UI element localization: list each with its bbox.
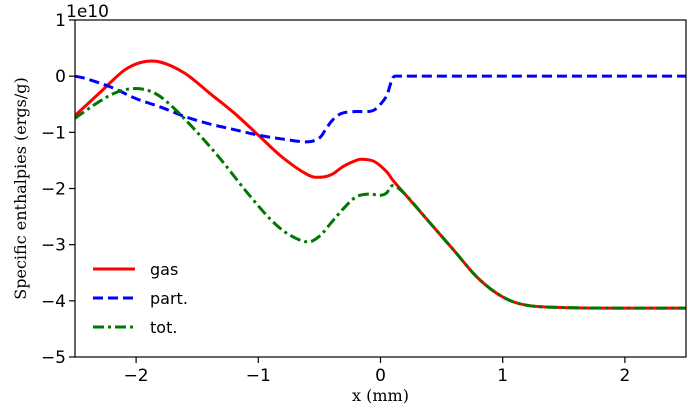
y-tick-label: −1 — [41, 123, 66, 143]
x-tick-label: 0 — [375, 366, 386, 386]
x-tick-label: 2 — [619, 366, 630, 386]
y-tick-label: 1 — [55, 11, 66, 31]
series-line-part — [75, 76, 686, 142]
x-tick-label: −1 — [246, 366, 271, 386]
legend-label: part. — [150, 289, 188, 308]
y-tick-label: −3 — [41, 236, 66, 256]
y-axis-label: Specific enthalpies (ergs/g) — [11, 77, 30, 299]
legend-label: tot. — [150, 318, 177, 337]
y-offset-label: 1e10 — [66, 2, 109, 22]
y-tick-label: −2 — [41, 180, 66, 200]
y-tick-label: −5 — [41, 348, 66, 368]
legend: gas part. tot. — [93, 260, 188, 337]
legend-label: gas — [150, 260, 178, 279]
x-tick-label: −2 — [124, 366, 149, 386]
x-axis-label: x (mm) — [352, 386, 409, 405]
y-tick-label: 0 — [55, 67, 66, 87]
y-tick-label: −4 — [41, 292, 66, 312]
x-tick-label: 1 — [497, 366, 508, 386]
